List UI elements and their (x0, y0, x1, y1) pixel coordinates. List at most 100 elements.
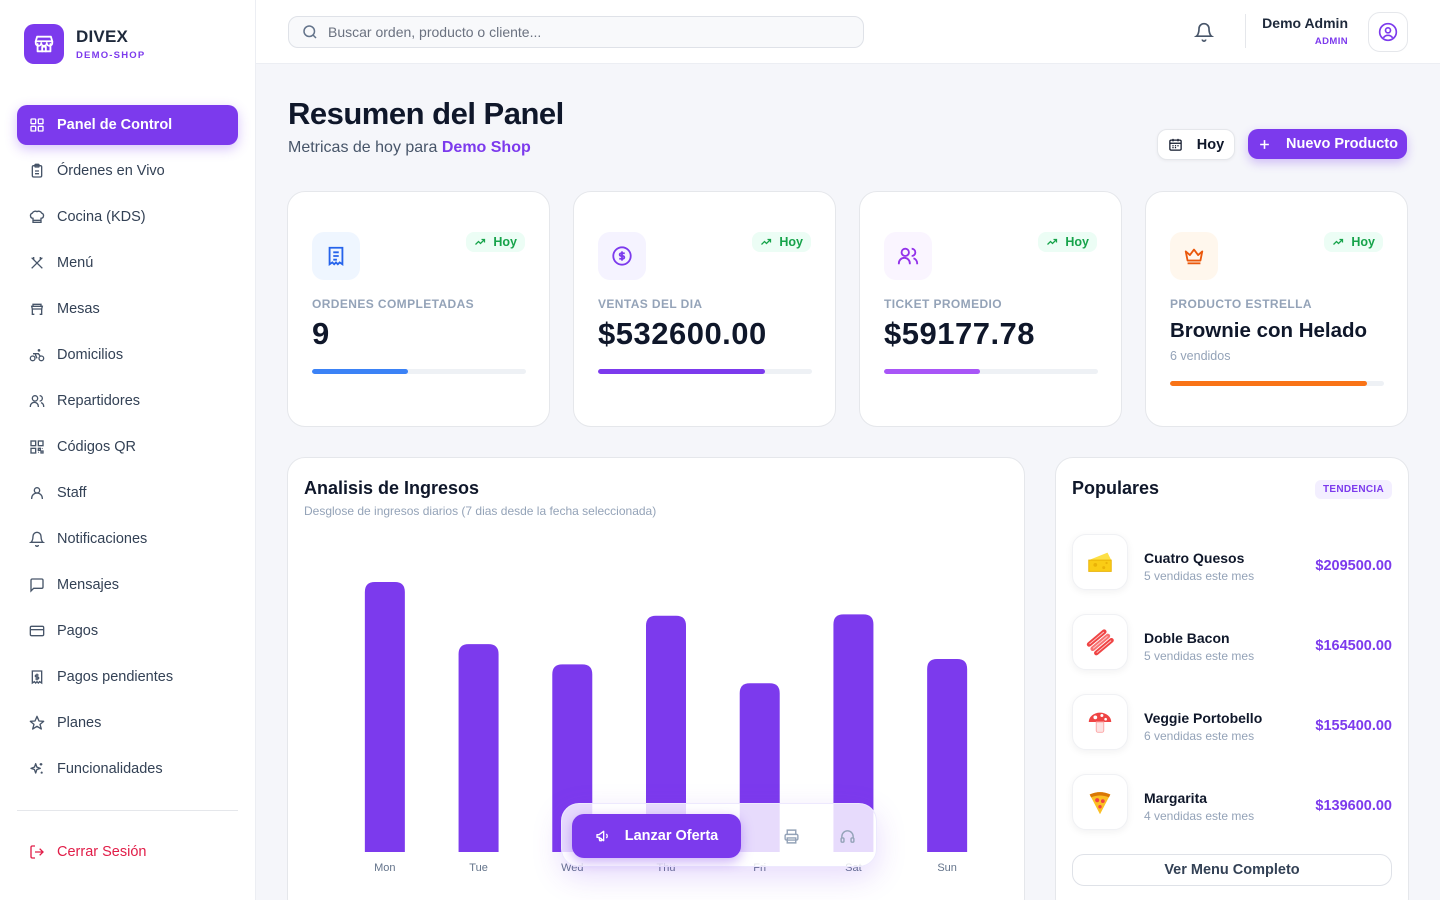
sidebar-item-label: Domicilios (57, 347, 124, 363)
popular-item-price: $209500.00 (1315, 558, 1392, 574)
kpi-card-ventas: Hoy VENTAS DEL DIA $532600.00 (573, 191, 836, 427)
printer-icon (783, 828, 799, 844)
topbar: Demo Admin ADMIN (256, 0, 1440, 64)
launch-offer-label: Lanzar Oferta (624, 828, 719, 844)
sidebar-item-label: Códigos QR (57, 439, 136, 455)
popular-item[interactable]: Margarita 4 vendidas este mes $139600.00 (1072, 774, 1392, 830)
receipt-icon (312, 232, 360, 280)
popular-item[interactable]: Cuatro Quesos 5 vendidas este mes $20950… (1072, 534, 1392, 590)
kpi-value: 9 (312, 316, 330, 351)
users-icon (29, 395, 45, 407)
new-product-button[interactable]: Nuevo Producto (1248, 129, 1407, 159)
logout-button[interactable]: Cerrar Sesión (17, 832, 238, 872)
chart-bar-sat[interactable] (833, 614, 874, 852)
sidebar-item-label: Repartidores (57, 393, 141, 409)
sidebar-item-label: Pagos (57, 623, 99, 639)
kpi-label: PRODUCTO ESTRELLA (1170, 297, 1312, 311)
date-filter-label: Hoy (1196, 136, 1225, 153)
search-bar[interactable] (288, 16, 864, 48)
kpi-progress-fill (598, 369, 765, 374)
dashboard-icon (30, 118, 44, 132)
popular-item-price: $139600.00 (1315, 798, 1392, 814)
popular-item[interactable]: Veggie Portobello 6 vendidas este mes $1… (1072, 694, 1392, 750)
chart-x-label: Mon (374, 862, 395, 874)
headset-icon (839, 829, 855, 843)
sidebar-item-pagos-pendientes[interactable]: Pagos pendientes (17, 657, 238, 697)
sidebar-item-ordenes-en-vivo[interactable]: Órdenes en Vivo (17, 151, 238, 191)
sidebar-item-label: Notificaciones (57, 531, 148, 547)
sidebar-item-mensajes[interactable]: Mensajes (17, 565, 238, 605)
kpi-note: 6 vendidos (1170, 349, 1231, 363)
kpi-value: Brownie con Helado (1170, 319, 1368, 342)
chart-bar-tue[interactable] (458, 644, 499, 852)
sidebar-item-panel-de-control[interactable]: Panel de Control (17, 105, 238, 145)
sidebar-item-mesas[interactable]: Mesas (17, 289, 238, 329)
trending-up-icon (1333, 238, 1344, 245)
view-full-menu-button[interactable]: Ver Menu Completo (1072, 854, 1392, 886)
chef-hat-icon (29, 210, 45, 223)
sidebar-item-label: Mesas (57, 301, 100, 317)
receipt-dollar-icon (31, 670, 43, 685)
mushroom-icon (1072, 694, 1128, 750)
chart-bar-sun[interactable] (927, 658, 968, 852)
search-icon (303, 25, 317, 39)
chart-bar-mon[interactable] (364, 582, 405, 852)
kpi-value: $59177.78 (884, 316, 1036, 351)
star-icon (29, 715, 45, 730)
launch-offer-button[interactable]: Lanzar Oferta (572, 814, 741, 858)
sidebar-item-menu[interactable]: Menú (17, 243, 238, 283)
popular-panel: Populares TENDENCIA Cuatro Quesos 5 vend… (1055, 457, 1409, 900)
logout-label: Cerrar Sesión (57, 844, 147, 860)
kpi-badge: Hoy (1324, 232, 1383, 252)
date-filter-button[interactable]: Hoy (1157, 129, 1235, 160)
sidebar-item-codigos-qr[interactable]: Códigos QR (17, 427, 238, 467)
print-button[interactable] (781, 826, 801, 846)
sidebar-item-cocina[interactable]: Cocina (KDS) (17, 197, 238, 237)
staff-icon (31, 487, 43, 499)
popular-item-price: $164500.00 (1315, 638, 1392, 654)
table-icon (30, 303, 44, 315)
brand[interactable]: DIVEX DEMO-SHOP (24, 24, 145, 64)
sidebar-item-label: Pagos pendientes (57, 669, 174, 685)
kpi-progress-track (312, 369, 526, 374)
kpi-card-producto-estrella: Hoy PRODUCTO ESTRELLA Brownie con Helado… (1145, 191, 1408, 427)
avatar[interactable] (1368, 12, 1408, 52)
sidebar-item-label: Órdenes en Vivo (57, 163, 165, 179)
sidebar-item-label: Funcionalidades (57, 761, 163, 777)
sidebar-item-notificaciones[interactable]: Notificaciones (17, 519, 238, 559)
bike-icon (29, 349, 45, 362)
sidebar-item-planes[interactable]: Planes (17, 703, 238, 743)
page-subtitle: Metricas de hoy para Demo Shop (288, 139, 531, 157)
user-name: Demo Admin (1262, 15, 1348, 31)
sidebar-divider (17, 810, 238, 811)
chart-bar-thu[interactable] (646, 615, 686, 852)
notifications-button[interactable] (1192, 20, 1216, 44)
revenue-subtitle: Desglose de ingresos diarios (7 dias des… (304, 504, 657, 518)
crown-icon (1170, 232, 1218, 280)
sidebar-nav: Panel de Control Órdenes en Vivo Cocina … (17, 105, 238, 795)
sidebar-item-label: Planes (57, 715, 102, 731)
user-circle-icon (1378, 22, 1398, 42)
cheese-icon (1072, 534, 1128, 590)
sidebar-item-label: Panel de Control (57, 117, 173, 133)
sidebar-item-pagos[interactable]: Pagos (17, 611, 238, 651)
support-button[interactable] (837, 826, 857, 846)
sidebar-item-funcionalidades[interactable]: Funcionalidades (17, 749, 238, 789)
sidebar-item-repartidores[interactable]: Repartidores (17, 381, 238, 421)
sidebar: DIVEX DEMO-SHOP Panel de Control Órdenes… (0, 0, 256, 900)
popular-item[interactable]: Doble Bacon 5 vendidas este mes $164500.… (1072, 614, 1392, 670)
kpi-badge: Hoy (466, 232, 525, 252)
kpi-badge: Hoy (752, 232, 811, 252)
trending-up-icon (761, 238, 772, 245)
popular-title: Populares (1072, 478, 1160, 498)
popular-item-name: Cuatro Quesos (1144, 550, 1245, 566)
sidebar-item-domicilios[interactable]: Domicilios (17, 335, 238, 375)
popular-item-sales: 5 vendidas este mes (1144, 569, 1255, 583)
new-product-label: Nuevo Producto (1286, 136, 1398, 152)
search-input[interactable] (328, 24, 848, 40)
popular-item-name: Doble Bacon (1144, 630, 1230, 646)
popular-item-sales: 4 vendidas este mes (1144, 809, 1255, 823)
pizza-icon (1072, 774, 1128, 830)
sidebar-item-staff[interactable]: Staff (17, 473, 238, 513)
page-title: Resumen del Panel (288, 96, 564, 131)
